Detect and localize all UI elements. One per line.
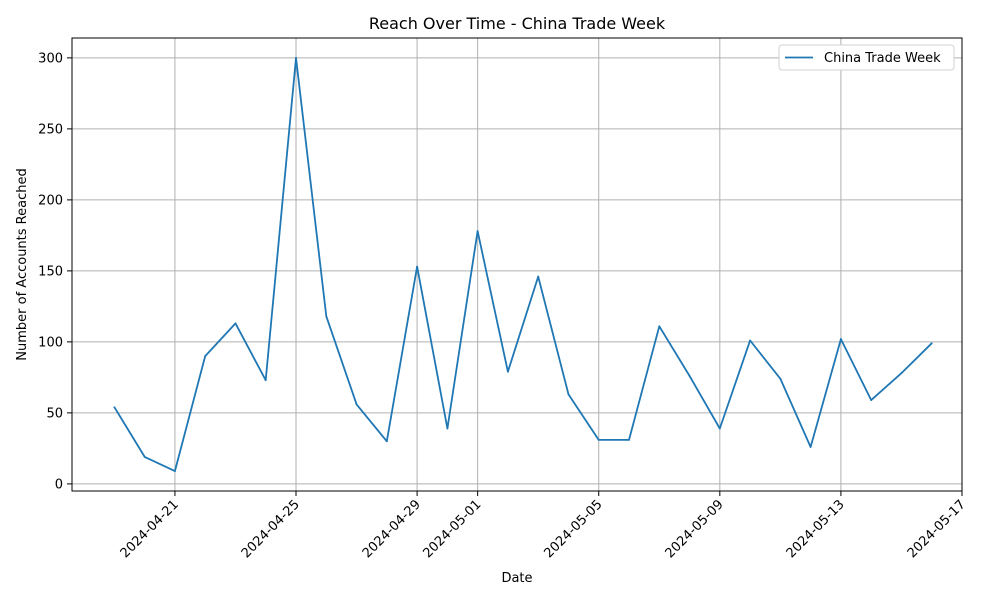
y-axis: 0 50 100 150 200 250 300 [38,51,72,492]
y-tick-label: 0 [55,477,63,492]
data-point [567,393,570,396]
x-tick-label: 2024-04-29 [360,497,424,561]
y-tick-label: 200 [38,193,63,208]
data-point [597,438,600,441]
data-point [143,456,146,458]
data-point [385,440,388,443]
data-point [900,372,903,375]
x-tick-label: 2024-05-05 [542,497,606,561]
data-point [325,315,328,318]
x-tick-label: 2024-05-17 [905,497,969,561]
legend: China Trade Week [778,44,955,71]
y-tick-label: 50 [46,406,63,421]
y-tick-label: 150 [38,264,63,279]
y-axis-label: Number of Accounts Reached [15,168,30,360]
data-point [628,438,630,441]
data-point [718,427,721,430]
x-tick-label: 2024-05-01 [420,497,484,561]
y-tick-label: 300 [38,51,63,66]
x-tick-label: 2024-04-21 [118,497,182,561]
legend-label: China Trade Week [824,51,941,66]
data-point [174,470,176,473]
x-tick-label: 2024-04-25 [239,497,303,561]
data-point [809,446,812,448]
data-point [749,339,751,342]
legend-box [778,44,955,71]
data-point [507,370,509,373]
x-axis: 2024-04-21 2024-04-25 2024-04-292024-05-01… [118,491,969,561]
data-point [264,379,267,382]
data-point [688,375,691,377]
data-point [204,355,207,357]
data-point [355,403,358,406]
data-point [234,322,237,325]
data-point [930,342,933,345]
data-point [295,56,297,59]
data-point [658,325,661,328]
plot-area-frame [71,37,963,492]
y-tick-label: 250 [38,122,63,137]
x-tick-label: 2024-05-09 [663,497,727,561]
y-tick-label: 100 [38,335,63,350]
data-point [537,275,540,278]
data-point [416,265,419,268]
data-point [870,399,873,402]
grid-lines [72,38,963,491]
data-point [113,406,116,409]
x-tick-label: 2024-05-13 [784,497,848,561]
data-point [840,338,842,340]
x-axis-label: Date [501,571,532,586]
data-point [476,230,479,233]
data-point [446,427,449,430]
series-layer [113,56,933,473]
data-point [779,377,782,380]
chart-title: Reach Over Time - China Trade Week [369,14,666,33]
series-line [113,57,933,473]
